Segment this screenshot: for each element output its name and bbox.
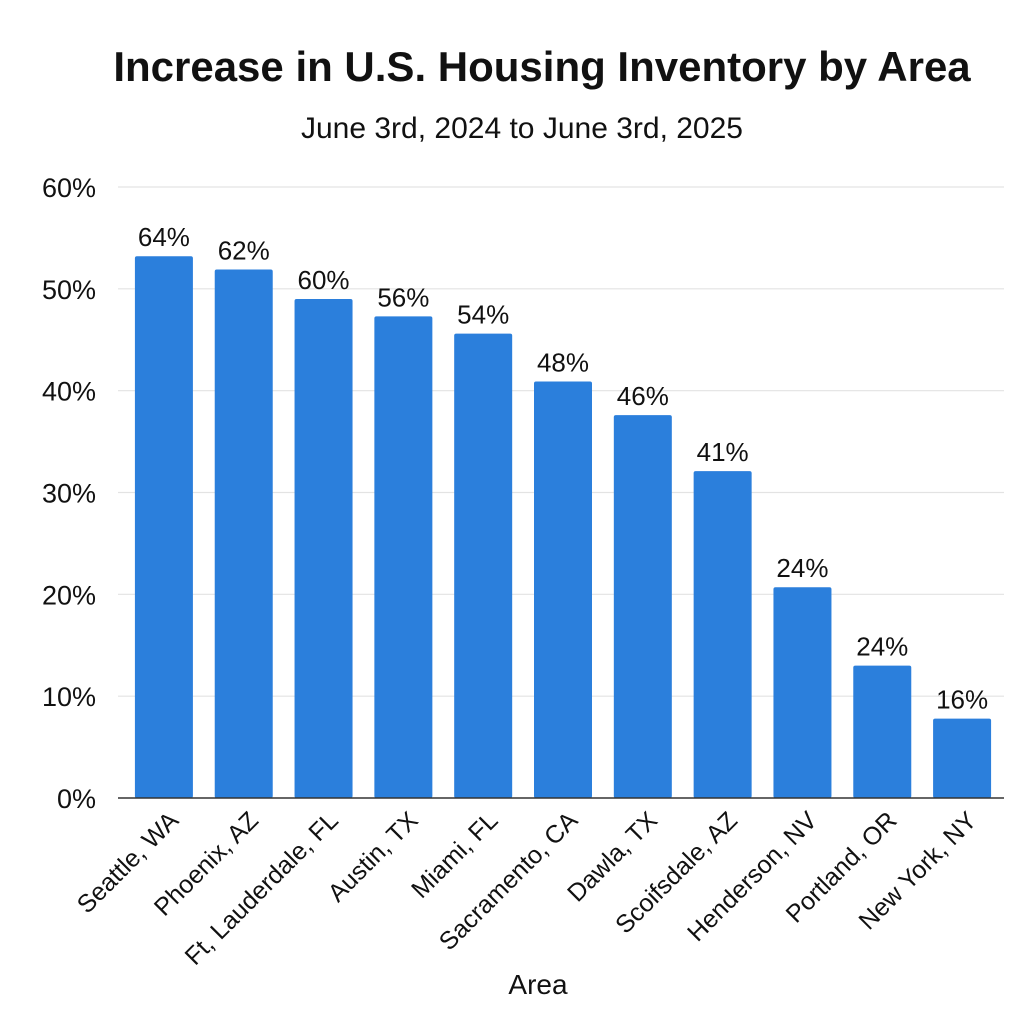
y-tick-label: 50% [42, 275, 96, 305]
bar [853, 665, 912, 798]
x-tick-label: Ft, Lauderdale, FL [180, 806, 344, 970]
bar [773, 587, 832, 798]
chart-title: Increase in U.S. Housing Inventory by Ar… [113, 43, 971, 90]
bar-data-label: 62% [218, 235, 270, 265]
x-tick-label: Sacramento, CA [434, 806, 584, 956]
y-tick-label: 60% [42, 173, 96, 203]
bar-data-label: 16% [936, 685, 988, 715]
bar-data-label: 41% [697, 437, 749, 467]
bar-data-label: 64% [138, 222, 190, 252]
bar-data-label: 60% [298, 265, 350, 295]
y-tick-label: 30% [42, 479, 96, 509]
y-tick-label: 40% [42, 377, 96, 407]
bar-data-label: 24% [856, 632, 908, 662]
bars [134, 256, 992, 798]
y-tick-label: 10% [42, 682, 96, 712]
bar [613, 415, 672, 798]
chart-subtitle: June 3rd, 2024 to June 3rd, 2025 [300, 112, 743, 145]
bar-data-label: 48% [537, 348, 589, 378]
bar [693, 471, 752, 798]
bar-data-label: 46% [617, 381, 669, 411]
y-axis-tick-labels: 0% 10% 20% 30% 40% 50% 60% [42, 173, 96, 814]
bar-data-label: 54% [457, 300, 509, 330]
bar-data-label: 56% [377, 282, 429, 312]
bar [454, 333, 513, 798]
data-labels: 64% 62% 60% 56% 54% 48% 46% 41% 24% 24% 16% [138, 222, 988, 714]
y-tick-label: 0% [57, 784, 96, 814]
y-tick-label: 20% [42, 580, 96, 610]
bar [134, 256, 193, 798]
bar [374, 316, 433, 798]
bar [933, 718, 992, 798]
bar [214, 269, 273, 798]
x-axis-title: Area [508, 969, 568, 1000]
bar [534, 381, 592, 798]
bar-data-label: 24% [776, 553, 828, 583]
bar [294, 299, 353, 798]
